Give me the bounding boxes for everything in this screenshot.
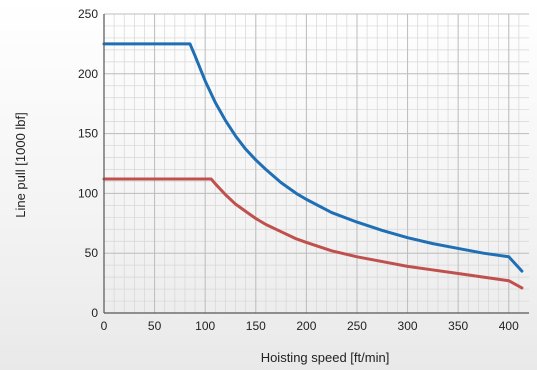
y-tick-label: 150 bbox=[78, 127, 98, 141]
x-axis-title: Hoisting speed [ft/min] bbox=[261, 350, 390, 365]
x-tick-label: 100 bbox=[195, 319, 215, 333]
x-tick-label: 200 bbox=[296, 319, 316, 333]
x-tick-label: 0 bbox=[101, 319, 108, 333]
y-tick-label: 100 bbox=[78, 186, 98, 200]
series-line-2 bbox=[102, 177, 524, 290]
x-tick-label: 300 bbox=[398, 319, 418, 333]
axes bbox=[103, 14, 529, 314]
major-grid bbox=[104, 13, 529, 313]
series-line-1 bbox=[102, 42, 524, 273]
y-tick-label: 200 bbox=[78, 67, 98, 81]
y-axis-title: Line pull [1000 lbf] bbox=[13, 112, 28, 218]
minor-grid bbox=[104, 14, 529, 313]
x-tick-label: 50 bbox=[148, 319, 162, 333]
series-layer bbox=[102, 42, 524, 290]
y-tick-label: 50 bbox=[85, 246, 99, 260]
x-tick-label: 250 bbox=[347, 319, 367, 333]
y-tick-label: 0 bbox=[91, 306, 98, 320]
x-tick-label: 150 bbox=[246, 319, 266, 333]
y-tick-label: 250 bbox=[78, 7, 98, 21]
tick-labels: 0 50 100 150 200 250 300 350 400 0 50 100 150 200 250 bbox=[78, 7, 519, 333]
x-tick-label: 400 bbox=[499, 319, 519, 333]
x-tick-label: 350 bbox=[448, 319, 468, 333]
